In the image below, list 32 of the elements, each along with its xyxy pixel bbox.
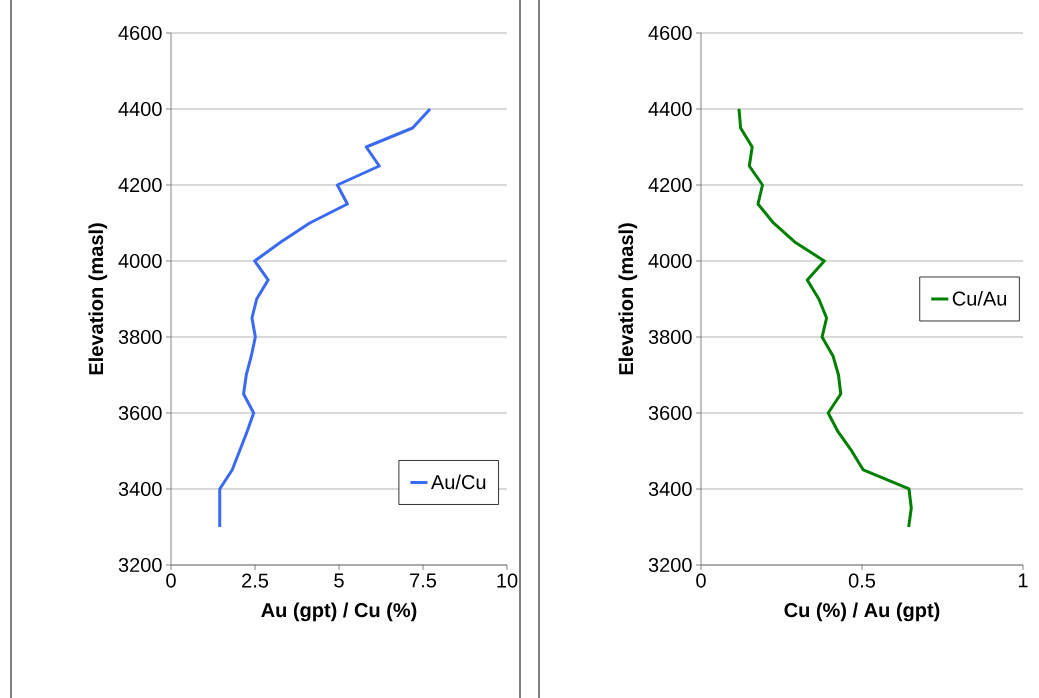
y-tick-label: 3200 [118,557,162,573]
y-tick-label: 3600 [118,405,162,421]
x-axis-title: Au (gpt) / Cu (%) [261,602,417,622]
x-tick-label: 7.5 [410,573,437,588]
y-axis-title: Elevation (masl) [618,223,638,375]
x-tick-label: 5 [334,573,344,588]
y-tick-label: 3400 [118,481,162,497]
x-tick-label: 0 [166,573,176,588]
y-tick-label: 4200 [648,177,692,193]
x-tick-label: 0 [696,573,706,588]
y-tick-label: 3800 [118,329,162,345]
y-tick-label: 4400 [118,101,162,117]
line-series [737,107,913,529]
x-tick-label: 10 [497,573,518,588]
y-tick-label: 3200 [648,557,692,573]
y-tick-label: 3600 [648,405,692,421]
x-axis-title: Cu (%) / Au (gpt) [784,602,940,622]
y-tick-label: 4600 [118,25,162,41]
legend-label: Au/Cu [430,474,486,490]
x-tick-label: 2.5 [242,573,269,588]
y-tick-label: 3800 [648,329,692,345]
y-axis-title: Elevation (masl) [88,223,108,375]
y-tick-label: 3400 [648,481,692,497]
legend-label: Cu/Au [952,290,1007,306]
y-tick-label: 4400 [648,101,692,117]
line-series [218,107,432,529]
y-tick-label: 4600 [648,25,692,41]
y-tick-label: 4200 [118,177,162,193]
y-tick-label: 4000 [118,253,162,269]
y-tick-label: 4000 [648,253,692,269]
x-tick-label: 0.5 [848,573,876,588]
x-tick-label: 1 [1018,573,1028,588]
